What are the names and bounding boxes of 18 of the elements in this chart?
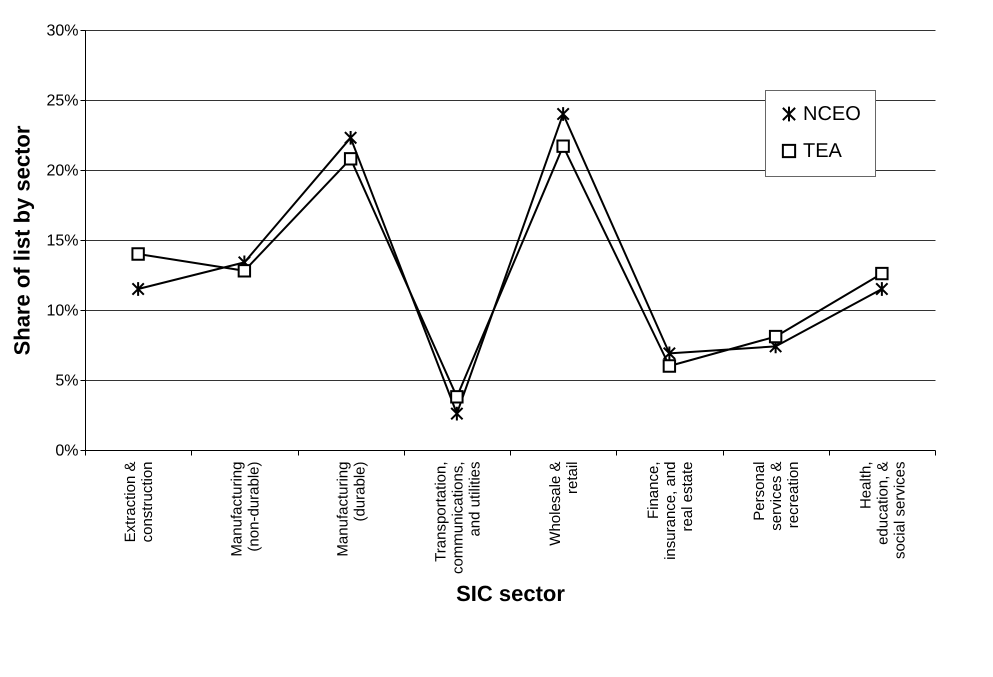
y-tick-label: 30% — [46, 22, 78, 40]
x-tick-label: Manufacturing (non-durable) — [228, 462, 262, 557]
y-tick-label: 5% — [55, 372, 78, 390]
x-tick-label: Personal services & recreation — [751, 462, 802, 531]
legend-label: NCEO — [803, 103, 861, 125]
y-tick-label: 20% — [46, 162, 78, 180]
y-tick-label: 10% — [46, 302, 78, 320]
y-tick-label: 0% — [55, 442, 78, 460]
x-tick-label: Manufacturing (durable) — [334, 461, 369, 557]
x-tick-label: Transportation, communications, and utilities — [432, 462, 484, 574]
y-tick-label: 15% — [46, 232, 78, 250]
y-axis-title: Share of list by sector — [9, 125, 34, 356]
x-axis-title: SIC sector — [456, 581, 566, 606]
x-tick-label: Finance, insurance, and real estate — [644, 462, 696, 560]
x-tick-label: Wholesale & retail — [547, 462, 582, 546]
legend-label: TEA — [803, 140, 843, 162]
y-tick-label: 25% — [46, 92, 78, 110]
x-tick-label: Extraction & construction — [122, 462, 156, 542]
